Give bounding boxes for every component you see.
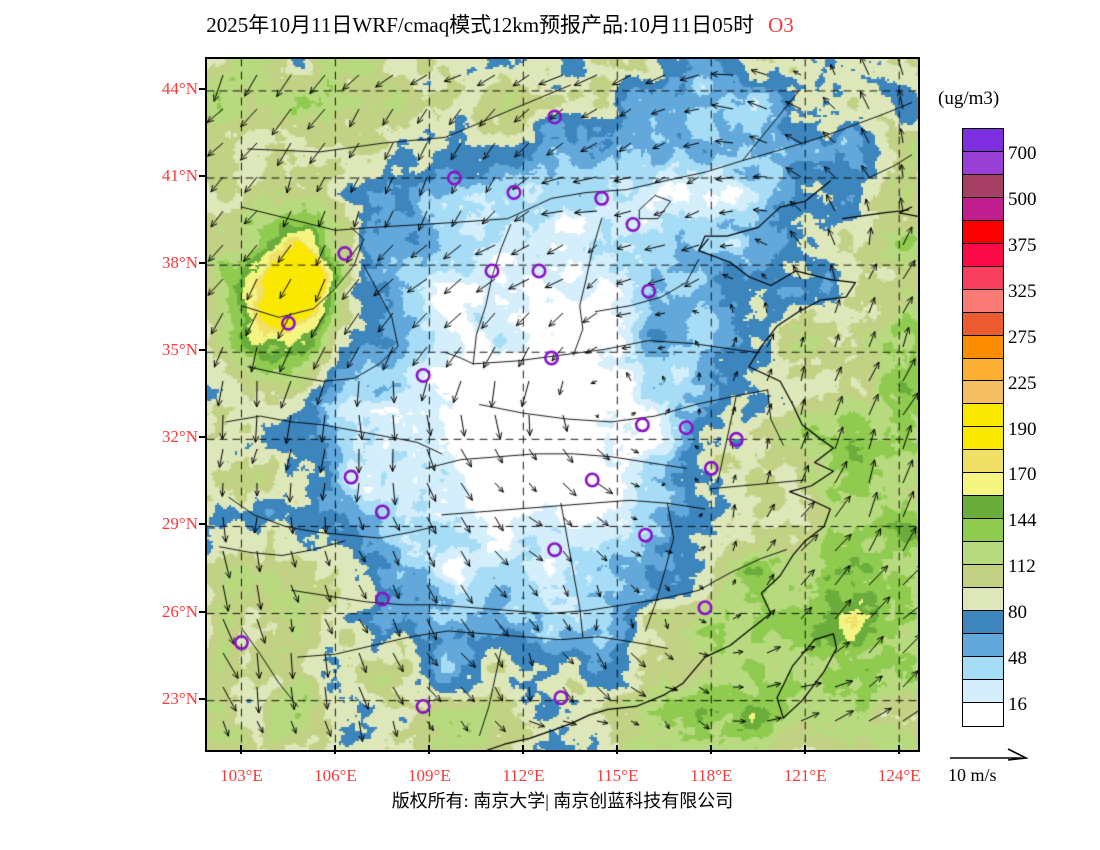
colorbar-band	[963, 588, 1003, 612]
lon-label: 124°E	[877, 766, 921, 785]
colorbar-label: 16	[1008, 694, 1027, 716]
colorbar[interactable]	[962, 128, 1004, 727]
lon-label: 115°E	[596, 766, 639, 785]
colorbar-band	[963, 565, 1003, 589]
colorbar-band	[963, 289, 1003, 313]
lon-label: 112°E	[502, 766, 545, 785]
colorbar-band	[963, 174, 1003, 198]
wind-scale-legend: 10 m/s	[948, 745, 1088, 795]
lon-tick	[240, 745, 243, 754]
species-label: O3	[768, 13, 794, 37]
colorbar-label: 275	[1008, 326, 1037, 348]
lat-label: 41°N	[161, 166, 198, 186]
lon-label: 103°E	[220, 766, 263, 785]
colorbar-unit-label: (ug/m3)	[938, 88, 1000, 109]
lat-label: 23°N	[161, 688, 198, 708]
colorbar-band	[963, 496, 1003, 520]
colorbar-band	[963, 611, 1003, 634]
lon-label: 118°E	[690, 766, 733, 785]
colorbar-band	[963, 427, 1003, 451]
colorbar-label: 190	[1008, 418, 1037, 440]
forecast-map[interactable]	[205, 57, 920, 752]
colorbar-label: 375	[1008, 234, 1037, 256]
lon-tick	[616, 745, 619, 754]
colorbar-band	[963, 633, 1003, 657]
colorbar-band	[963, 542, 1003, 566]
copyright-footer: 版权所有: 南京大学| 南京创蓝科技有限公司	[391, 791, 734, 811]
longitude-axis: 103°E 106°E 109°E 112°E 115°E 118°E 121°E 124°E	[205, 745, 921, 794]
colorbar-label: 144	[1008, 510, 1037, 532]
lat-label: 32°N	[161, 427, 198, 447]
colorbar-band	[963, 404, 1003, 428]
lat-label: 38°N	[161, 253, 198, 273]
ozone-concentration-field	[207, 59, 918, 750]
lon-label: 106°E	[314, 766, 357, 785]
colorbar-band	[963, 129, 1003, 152]
colorbar-band	[963, 450, 1003, 474]
colorbar-label: 112	[1008, 556, 1036, 578]
colorbar-band	[963, 151, 1003, 175]
lat-label: 26°N	[161, 601, 198, 621]
colorbar-band	[963, 679, 1003, 703]
colorbar-label: 80	[1008, 602, 1027, 624]
colorbar-band	[963, 656, 1003, 680]
colorbar-band	[963, 381, 1003, 405]
colorbar-label: 48	[1008, 648, 1027, 670]
lat-tick	[199, 523, 208, 526]
lat-tick	[199, 87, 208, 90]
lat-label: 29°N	[161, 514, 198, 534]
lon-tick	[428, 745, 431, 754]
colorbar-band	[963, 266, 1003, 290]
lon-label: 121°E	[783, 766, 827, 785]
lon-tick	[522, 745, 525, 754]
lat-label: 44°N	[161, 78, 198, 98]
page-title: 2025年10月11日WRF/cmaq模式12km预报产品:10月11日05时 O…	[0, 9, 1000, 39]
colorbar-label: 700	[1008, 142, 1037, 164]
colorbar-band	[963, 243, 1003, 267]
colorbar-band	[963, 702, 1003, 726]
lat-tick	[199, 436, 208, 439]
colorbar-band	[963, 358, 1003, 382]
colorbar-band	[963, 197, 1003, 221]
lat-tick	[199, 610, 208, 613]
wind-arrow-icon	[950, 748, 1029, 761]
lon-tick	[898, 745, 901, 754]
colorbar-band	[963, 473, 1003, 497]
wind-scale-label: 10 m/s	[948, 765, 997, 785]
latitude-axis: 44°N 41°N 38°N 35°N 32°N 29°N 26°N 23°N	[120, 57, 208, 752]
lon-tick	[804, 745, 807, 754]
colorbar-tick-labels: 700 500 375 325 275 225 190 170 144 112 80 48 16	[1008, 128, 1098, 728]
lon-tick	[334, 745, 337, 754]
colorbar-label: 225	[1008, 372, 1037, 394]
colorbar-label: 170	[1008, 464, 1037, 486]
colorbar-label: 325	[1008, 280, 1037, 302]
lat-tick	[199, 697, 208, 700]
title-text: 2025年10月11日WRF/cmaq模式12km预报产品:10月11日05时	[206, 13, 755, 37]
colorbar-label: 500	[1008, 188, 1037, 210]
colorbar-band	[963, 220, 1003, 244]
colorbar-band	[963, 335, 1003, 359]
lon-tick	[710, 745, 713, 754]
lat-tick	[199, 175, 208, 178]
lat-tick	[199, 349, 208, 352]
lon-label: 109°E	[408, 766, 451, 785]
colorbar-band	[963, 312, 1003, 336]
lat-label: 35°N	[161, 340, 198, 360]
lat-tick	[199, 262, 208, 265]
colorbar-band	[963, 519, 1003, 543]
